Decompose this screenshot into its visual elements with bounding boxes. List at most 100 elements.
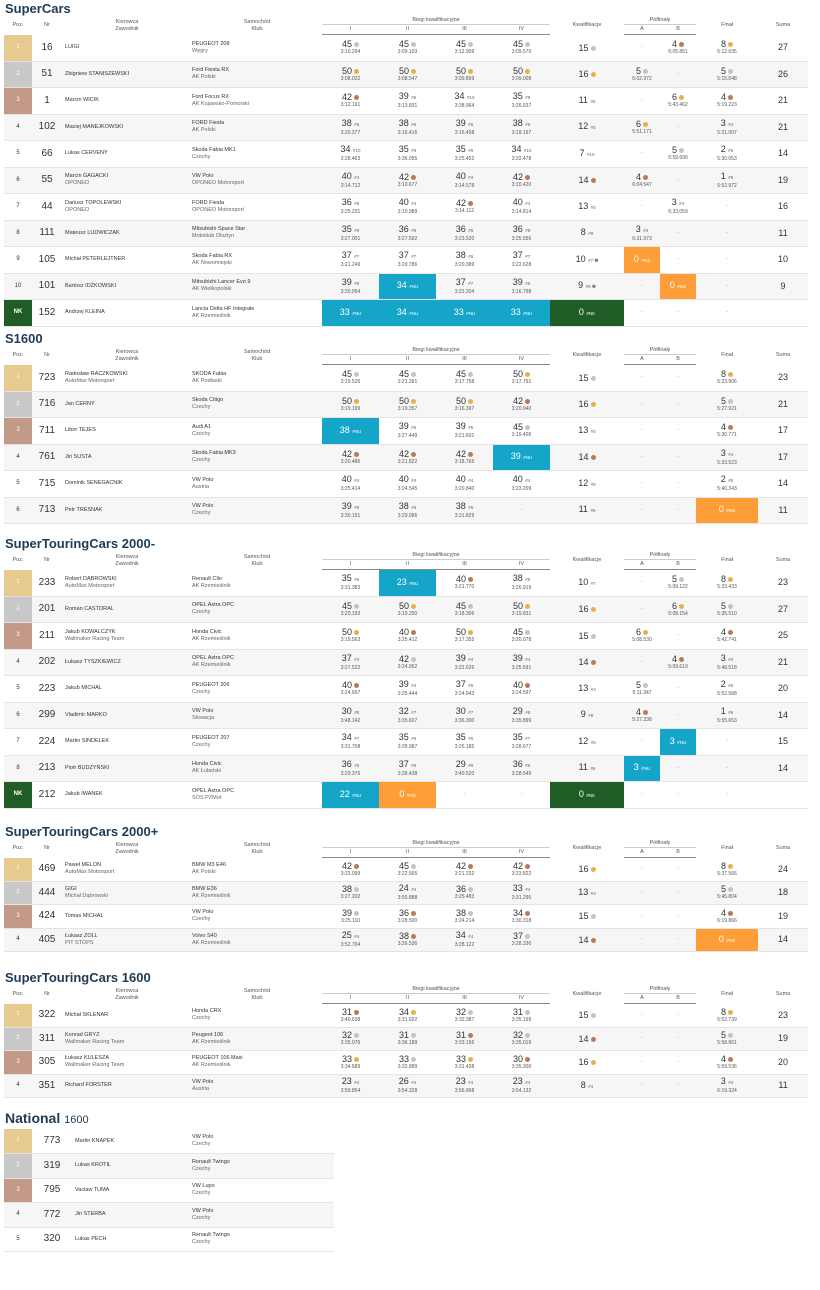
driver-cell: Jan CERNY — [62, 391, 192, 418]
final-cell: - — [696, 247, 758, 274]
heat-time: 3:10.420 — [511, 181, 532, 188]
medal-dot-icon — [525, 1009, 531, 1015]
qualification-points-value: 13 — [578, 424, 589, 435]
car-cell: FORD Fiesta AK Polski — [192, 114, 322, 141]
heat-points-value: 39 — [341, 276, 352, 287]
table-row: 1 16 LUIGI PEUGEOT 208 Węgry 45 3:10.294 45 3:09… — [4, 34, 809, 61]
heat-time: 3:23.209 — [511, 486, 532, 493]
qualification-cell: 0 #NK — [550, 299, 625, 326]
final-points: 3 #4 — [696, 1076, 758, 1088]
medal-dot-icon — [525, 683, 531, 689]
heat-cell: 37 #7 3:22.628 — [493, 247, 550, 274]
header-car: Samochód Klub — [192, 17, 322, 35]
semifinal-points-value: 3 — [669, 735, 675, 746]
qualification-cell: 15 — [550, 365, 624, 392]
heat-cell: 34 #10 3:38.964 — [436, 88, 493, 115]
heat-cell: - — [436, 782, 493, 809]
semifinal-time: 5:43.462 — [668, 102, 688, 109]
qualification-points-value: 8 — [580, 227, 586, 238]
heat-cell: 39 #5 3:21.601 — [436, 418, 493, 445]
driver-cell: Jakub IWANEK — [62, 782, 192, 809]
heat-points: 40 #4 — [322, 171, 379, 183]
heat-time: 3:25.414 — [340, 486, 361, 493]
heat-time: 3:31.295 — [511, 895, 532, 902]
heat-time: 3:18.306 — [454, 610, 475, 617]
heat-points-value: 38 — [398, 117, 409, 128]
car-club: SOS PZMot — [192, 794, 222, 801]
heat-points-value: 23 — [455, 1076, 466, 1087]
heat-points-value: 33 — [510, 306, 521, 317]
final-points-value: 3 — [720, 117, 726, 128]
qualification-points-value: 14 — [578, 657, 589, 668]
heat-points-value: 38 — [341, 884, 352, 895]
heat-cell: 45 3:20.193 — [322, 596, 379, 623]
heat-cell: 35 #9 3:36.055 — [379, 141, 436, 168]
heat-points: 39 #5 — [379, 91, 436, 103]
semifinal-b-cell: - — [660, 497, 697, 524]
heat-cell: 36 #8 3:23.520 — [436, 220, 493, 247]
qualification-position-mark: #6 — [590, 98, 596, 104]
final-time: 5:35.510 — [717, 610, 737, 617]
semifinal-empty: - — [677, 480, 679, 487]
heat-cell: 40 #4 3:25.414 — [322, 471, 379, 498]
sum-cell: 9 — [758, 273, 809, 300]
semifinal-b-cell: - — [660, 61, 697, 88]
medal-dot-icon — [468, 887, 473, 893]
qualification-points-value: 14 — [578, 934, 589, 945]
heat-points: 37 #7 — [493, 250, 550, 262]
heat-time: 3:28.330 — [511, 941, 532, 948]
position-cell: 6 — [4, 702, 32, 729]
semifinal-points: 6 — [660, 92, 696, 102]
qualification-points-value: 13 — [578, 886, 589, 897]
heat-cell: 45 3:20.078 — [493, 623, 550, 650]
heat-time: 3:20.486 — [340, 458, 361, 465]
sum-cell — [758, 300, 808, 327]
final-points-value: 5 — [721, 884, 727, 895]
semifinal-time: 5:27.338 — [632, 716, 652, 723]
heat-cell: 23 #NU — [379, 569, 436, 596]
header-sum: Suma — [758, 840, 809, 858]
qualification-points: 12 #5 — [550, 736, 624, 748]
header-heat-1: I — [322, 559, 379, 570]
heat-time: 3:26.536 — [397, 941, 418, 948]
heat-time: 3:22.626 — [454, 664, 475, 671]
medal-dot-icon — [525, 68, 531, 74]
heat-points: 40 — [379, 627, 436, 637]
heat-cell: 42 3:23.822 — [493, 858, 550, 882]
qualification-points: 14 — [550, 175, 624, 185]
driver-cell: Zbigniew STANISZEWSKI — [62, 61, 192, 88]
position-cell: NK — [4, 299, 32, 326]
final-points: 5 — [696, 601, 758, 611]
semifinal-points-value: 5 — [672, 574, 678, 585]
heat-position-mark: #5 — [411, 95, 417, 101]
car-model: Honda CRX — [192, 1008, 222, 1014]
heat-cell: 38 3:24.214 — [436, 905, 493, 929]
heat-points-value: 42 — [513, 171, 524, 182]
medal-dot-icon — [590, 402, 596, 408]
sum-cell: 24 — [778, 863, 789, 874]
medal-dot-icon — [468, 910, 473, 916]
heat-time: 3:08.547 — [397, 75, 418, 82]
qualification-cell: 16 — [550, 391, 625, 418]
final-position-mark: #4 — [728, 1080, 734, 1086]
heat-cell: 50 3:08.022 — [322, 61, 379, 88]
medal-dot-icon — [354, 398, 359, 404]
semifinal-empty: - — [641, 150, 643, 157]
semifinal-a-cell: - — [624, 905, 660, 929]
sum-cell: 25 — [778, 630, 789, 641]
heat-points: 45 — [436, 39, 493, 49]
heat-points: 25 #4 — [322, 930, 379, 942]
heat-points-value: 37 — [455, 679, 466, 690]
final-cell: 1 #6 5:55.653 — [696, 702, 759, 729]
heat-points: 23 #4 — [436, 1076, 493, 1088]
heat-points-value: 36 — [455, 223, 466, 234]
semifinal-empty: - — [641, 506, 643, 513]
heat-points: 35 #7 — [493, 732, 550, 744]
semifinal-points: 3 #NU — [660, 736, 696, 748]
heat-cell: 40 #4 3:10.989 — [379, 194, 436, 221]
heat-cell: 50 3:19.250 — [379, 596, 436, 623]
header-heat-1: I — [322, 847, 379, 858]
heat-points-value: 31 — [513, 1006, 524, 1017]
semifinal-points-value: 6 — [636, 627, 642, 638]
medal-dot-icon — [354, 68, 359, 74]
